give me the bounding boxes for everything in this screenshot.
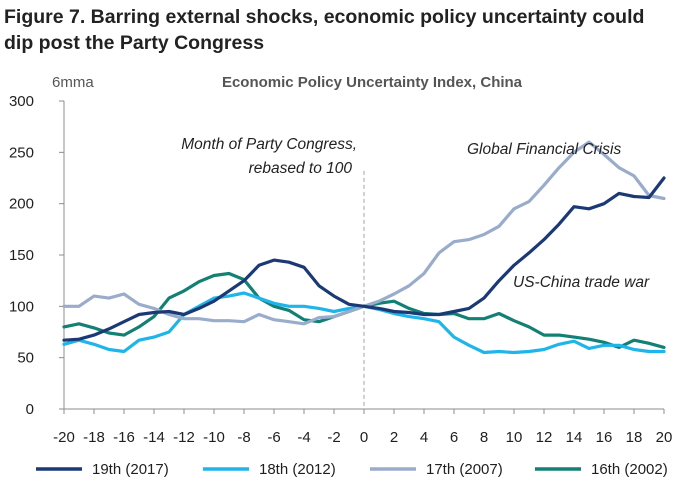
- unit-label: 6mma: [52, 74, 94, 91]
- x-tick-label: -4: [297, 429, 310, 446]
- x-tick-label: -20: [53, 429, 75, 446]
- x-tick-label: 14: [566, 429, 583, 446]
- y-tick-label: 0: [26, 401, 34, 418]
- x-tick-label: 0: [360, 429, 368, 446]
- y-tick-label: 100: [9, 298, 34, 315]
- x-tick-label: 12: [536, 429, 553, 446]
- annotation-party-congress-line2: rebased to 100: [249, 160, 353, 177]
- x-tick-label: -12: [173, 429, 195, 446]
- legend-label-2: 17th (2007): [426, 461, 503, 478]
- x-tick-label: 18: [626, 429, 643, 446]
- legend-label-1: 18th (2012): [259, 461, 336, 478]
- annotation-gfc: Global Financial Crisis: [467, 141, 621, 158]
- y-tick-label: 50: [17, 350, 34, 367]
- x-tick-label: 8: [480, 429, 488, 446]
- legend-label-0: 19th (2017): [92, 461, 169, 478]
- x-tick-label: -18: [83, 429, 105, 446]
- x-tick-label: 10: [506, 429, 523, 446]
- x-tick-label: 2: [390, 429, 398, 446]
- x-tick-label: 6: [450, 429, 458, 446]
- legend: 19th (2017) 18th (2012) 17th (2007) 16th (2…: [36, 461, 668, 478]
- series-line-0: [62, 176, 666, 342]
- y-tick-label: 300: [9, 93, 34, 110]
- figure-title-line2: dip post the Party Congress: [4, 32, 265, 54]
- x-tick-label: 16: [596, 429, 613, 446]
- annotation-party-congress-line1: Month of Party Congress,: [181, 136, 357, 153]
- legend-label-3: 16th (2002): [591, 461, 668, 478]
- x-tick-label: 20: [656, 429, 673, 446]
- x-tick-label: -14: [143, 429, 165, 446]
- y-tick-label: 250: [9, 144, 34, 161]
- x-tick-label: -16: [113, 429, 135, 446]
- x-tick-label: 4: [420, 429, 428, 446]
- series-group: [62, 140, 666, 355]
- series-line-1: [62, 291, 666, 355]
- series-line-2: [62, 140, 666, 326]
- y-tick-label: 200: [9, 196, 34, 213]
- x-tick-label: -10: [203, 429, 225, 446]
- annotation-trade-war: US-China trade war: [513, 274, 650, 291]
- figure-title: Figure 7. Barring external shocks, econo…: [4, 4, 694, 56]
- x-tick-label: -2: [327, 429, 340, 446]
- x-tick-label: -8: [237, 429, 250, 446]
- chart-title: Economic Policy Uncertainty Index, China: [222, 74, 523, 91]
- y-tick-label: 150: [9, 247, 34, 264]
- figure-title-line1: Figure 7. Barring external shocks, econo…: [4, 6, 645, 28]
- x-tick-label: -6: [267, 429, 280, 446]
